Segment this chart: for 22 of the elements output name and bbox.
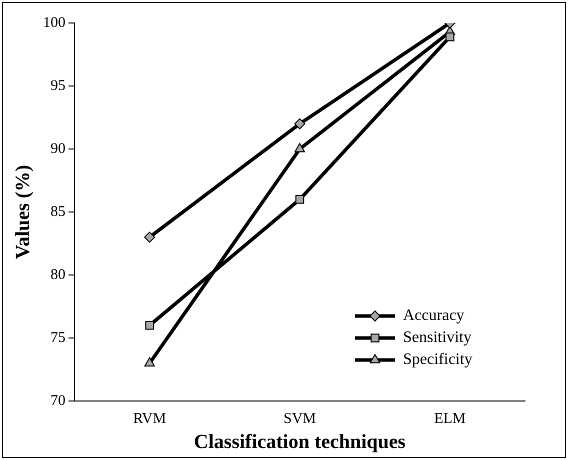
point (294, 143, 306, 152)
x-tick-label: ELM (434, 410, 466, 427)
point (144, 357, 155, 366)
y-tick-label: 70 (50, 392, 66, 409)
x-axis-title: Classification techniques (194, 431, 406, 454)
point (144, 232, 156, 243)
point (294, 118, 306, 130)
y-axis-title: Values (%) (12, 164, 34, 260)
legend-label: Specificity (403, 351, 472, 368)
point (446, 32, 454, 42)
point (295, 195, 304, 204)
y-tick-label: 100 (43, 14, 66, 31)
point (145, 321, 154, 330)
y-tick-label: 80 (50, 266, 66, 283)
y-tick-label: 90 (50, 140, 66, 157)
x-tick-label: RVM (133, 410, 166, 427)
x-tick-label: SVM (283, 410, 316, 427)
y-tick-label: 85 (50, 204, 66, 220)
legend-label: Accuracy (403, 307, 464, 324)
legend-label: Sensitivity (403, 329, 472, 346)
y-tick-label: 75 (50, 330, 66, 346)
y-tick-label: 95 (50, 78, 66, 94)
